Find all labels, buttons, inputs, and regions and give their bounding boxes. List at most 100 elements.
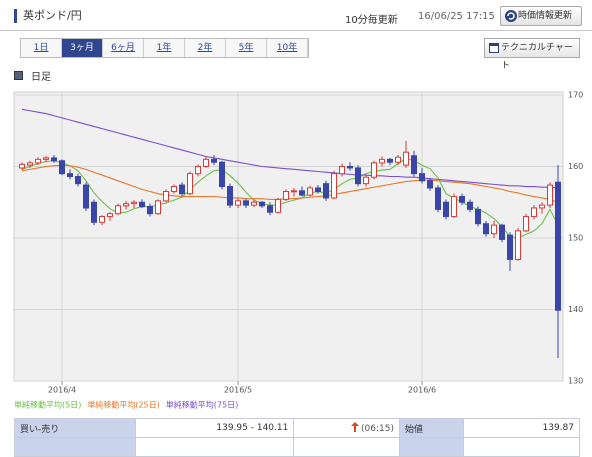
candle-body <box>35 158 41 164</box>
candle-body <box>523 216 529 232</box>
candle-body <box>99 216 105 223</box>
candle-body <box>515 230 521 260</box>
candle-body <box>283 191 289 200</box>
candle-body <box>43 157 49 160</box>
period-tab[interactable]: 10年 <box>267 39 308 57</box>
refresh-label: 時価情報更新 <box>518 11 573 21</box>
pair-title: 英ポンド/円 <box>14 9 82 23</box>
candle-body <box>419 173 425 182</box>
candle-body <box>555 181 561 311</box>
candle-body <box>75 176 81 185</box>
candle-body <box>531 207 537 218</box>
candle-body <box>59 160 65 175</box>
candle-body <box>67 173 73 178</box>
period-label: 日足 <box>14 68 51 83</box>
candle-body <box>211 158 217 163</box>
legend-entry: 単純移動平均(25日) <box>87 400 159 410</box>
candle-body <box>323 183 329 199</box>
candle-body <box>443 201 449 218</box>
candle-body <box>435 187 441 210</box>
timestamp: 16/06/25 17:15 <box>418 11 495 22</box>
technical-label: テクニカルチャート <box>501 43 573 71</box>
candle-body <box>155 200 161 215</box>
candle-body <box>179 184 185 195</box>
candle-body <box>379 158 385 164</box>
header: 英ポンド/円 10分毎更新 16/06/25 17:15 時価情報更新 <box>0 0 592 31</box>
refresh-icon <box>505 10 517 22</box>
quote-row: 買い-売り 139.95 - 140.11 (06:15) 始値 139.87 <box>13 418 581 438</box>
y-tick-label: 130 <box>568 377 583 386</box>
candle-body <box>371 162 377 178</box>
technical-button[interactable]: テクニカルチャート <box>484 38 580 71</box>
period-tab[interactable]: 2年 <box>185 39 226 57</box>
candle-body <box>539 204 545 209</box>
candle-body <box>299 190 305 196</box>
candle-body <box>467 201 473 210</box>
y-tick-label: 170 <box>568 91 583 100</box>
x-tick-label: 2016/4 <box>48 386 76 395</box>
period-tab[interactable]: 3ヶ月 <box>62 39 103 57</box>
quote-cell <box>293 437 401 457</box>
quote-cell <box>135 437 295 457</box>
period-tab[interactable]: 5年 <box>226 39 267 57</box>
up-arrow <box>351 422 361 434</box>
candle-body <box>227 186 233 206</box>
quote-cell: 始値 <box>399 418 464 438</box>
candle-body <box>107 213 113 218</box>
quote-cell <box>13 437 137 457</box>
y-tick-label: 140 <box>568 305 583 314</box>
candle-body <box>451 196 457 218</box>
candle-body <box>331 173 337 199</box>
candle-body <box>171 186 177 193</box>
candle-body <box>19 163 25 169</box>
candle-body <box>115 205 121 215</box>
quote-table: 買い-売り 139.95 - 140.11 (06:15) 始値 139.87 <box>13 418 581 457</box>
y-tick-label: 150 <box>568 234 583 243</box>
period-tabs: 1日 3ヶ月 6ヶ月 1年 2年 5年 10年 <box>20 38 309 58</box>
candle-body <box>83 184 89 209</box>
candle-body <box>507 234 513 260</box>
candle-body <box>131 201 137 205</box>
quote-cell <box>399 437 464 457</box>
candle-body <box>339 166 345 175</box>
candle-body <box>315 187 321 193</box>
quote-cell: 139.95 - 140.11 <box>135 418 295 438</box>
candle-body <box>123 203 129 207</box>
candle-body <box>395 156 401 163</box>
candle-body <box>547 184 553 206</box>
candle-body <box>411 155 417 175</box>
x-tick-label: 2016/5 <box>224 386 252 395</box>
candle-body <box>163 191 169 202</box>
candle-body <box>195 166 201 175</box>
plot-area <box>13 91 564 382</box>
candle-body <box>139 201 145 208</box>
refresh-button[interactable]: 時価情報更新 <box>500 6 582 26</box>
candle-body <box>483 223 489 235</box>
candle-body <box>91 201 97 223</box>
period-tab[interactable]: 1年 <box>144 39 185 57</box>
moving-average <box>21 164 559 203</box>
candle-body <box>203 158 209 167</box>
legend-entry: 単純移動平均(5日) <box>14 400 81 410</box>
x-tick-label: 2016/6 <box>408 386 436 395</box>
candle-body <box>267 205 273 213</box>
quote-cell: 139.87 <box>462 418 581 438</box>
candle-body <box>491 224 497 235</box>
quote-cell <box>462 437 581 457</box>
candle-body <box>51 157 57 162</box>
period-tab[interactable]: 1日 <box>21 39 62 57</box>
legend-entry: 単純移動平均(75日) <box>166 400 238 410</box>
candle-body <box>219 161 225 188</box>
candle-body <box>427 180 433 189</box>
period-tab[interactable]: 6ヶ月 <box>103 39 144 57</box>
window-icon <box>489 43 499 53</box>
candle-body <box>275 198 281 213</box>
quote-row <box>13 437 581 457</box>
candle-body <box>307 187 313 196</box>
candle-body <box>387 158 393 163</box>
y-tick-label: 160 <box>568 162 583 171</box>
candle-body <box>403 151 409 166</box>
chart: 130 140 150 160 170 2016/4 2016/5 2016/6 単純移動平均(… <box>13 91 583 410</box>
candle-body <box>251 201 257 206</box>
candle-body <box>243 200 249 206</box>
